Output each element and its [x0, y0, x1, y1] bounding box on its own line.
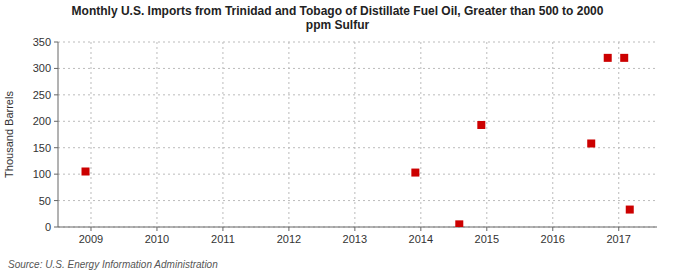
x-tick-label: 2011	[211, 233, 235, 245]
x-tick	[420, 227, 421, 231]
y-tick-label: 300	[33, 62, 51, 74]
grid-line-x	[552, 42, 553, 227]
chart-svg: Monthly U.S. Imports from Trinidad and T…	[0, 0, 675, 275]
point	[455, 220, 463, 227]
y-axis-line	[58, 42, 59, 227]
y-tick-label: 150	[33, 142, 51, 154]
x-tick	[486, 227, 487, 231]
grid-line-x	[420, 42, 421, 227]
x-tick	[354, 227, 355, 231]
title: Monthly U.S. Imports from Trinidad and T…	[72, 4, 604, 32]
grid-line-x	[486, 42, 487, 227]
title-line: ppm Sulfur	[306, 18, 370, 32]
grid-line-x	[222, 42, 223, 227]
y-tick	[54, 200, 58, 201]
x-tick	[156, 227, 157, 231]
y-tick	[54, 227, 58, 228]
y-tick	[54, 147, 58, 148]
x-tick-label: 2017	[606, 233, 630, 245]
grid-line-y	[58, 94, 657, 95]
y-tick-label: 0	[45, 221, 51, 233]
x-tick-label: 2016	[541, 233, 565, 245]
point	[411, 169, 419, 177]
x-axis-line	[58, 227, 657, 228]
grid-line-y	[58, 42, 657, 43]
grid-line-y	[58, 121, 657, 122]
grid-line-x	[354, 42, 355, 227]
point	[626, 206, 634, 214]
grid-line-x	[156, 42, 157, 227]
point	[587, 139, 595, 147]
y-tick-label: 200	[33, 115, 51, 127]
grid-line-y	[58, 174, 657, 175]
grid-line-y	[58, 200, 657, 201]
x-tick-label: 2014	[409, 233, 433, 245]
x-tick-label: 2013	[343, 233, 367, 245]
grid-line-y	[58, 227, 657, 228]
point	[604, 54, 612, 62]
x-tick	[288, 227, 289, 231]
y-tick	[54, 42, 58, 43]
grid-line-x	[288, 42, 289, 227]
point	[82, 168, 90, 176]
y-tick	[54, 94, 58, 95]
x-tick-label: 2012	[277, 233, 301, 245]
y-tick-label: 350	[33, 36, 51, 48]
y-axis-label: Thousand Barrels	[3, 91, 15, 178]
y-tick	[54, 121, 58, 122]
y-tick	[54, 68, 58, 69]
grid	[58, 42, 657, 227]
x-tick	[552, 227, 553, 231]
point	[477, 121, 485, 129]
points	[82, 54, 634, 227]
y-tick	[54, 174, 58, 175]
chart-container: Monthly U.S. Imports from Trinidad and T…	[0, 0, 675, 275]
y-tick-label: 250	[33, 89, 51, 101]
title-line: Monthly U.S. Imports from Trinidad and T…	[72, 4, 604, 18]
grid-line-y	[58, 68, 657, 69]
grid-line-x	[618, 42, 619, 227]
y-tick-label: 100	[33, 168, 51, 180]
x-tick	[222, 227, 223, 231]
y-tick-label: 50	[39, 195, 51, 207]
x-tick-label: 2015	[475, 233, 499, 245]
grid-line-y	[58, 147, 657, 148]
point	[620, 54, 628, 62]
grid-line-x	[90, 42, 91, 227]
x-tick	[90, 227, 91, 231]
source: Source: U.S. Energy Information Administ…	[8, 259, 218, 270]
x-tick	[618, 227, 619, 231]
x-tick-label: 2009	[79, 233, 103, 245]
x-tick-label: 2010	[145, 233, 169, 245]
